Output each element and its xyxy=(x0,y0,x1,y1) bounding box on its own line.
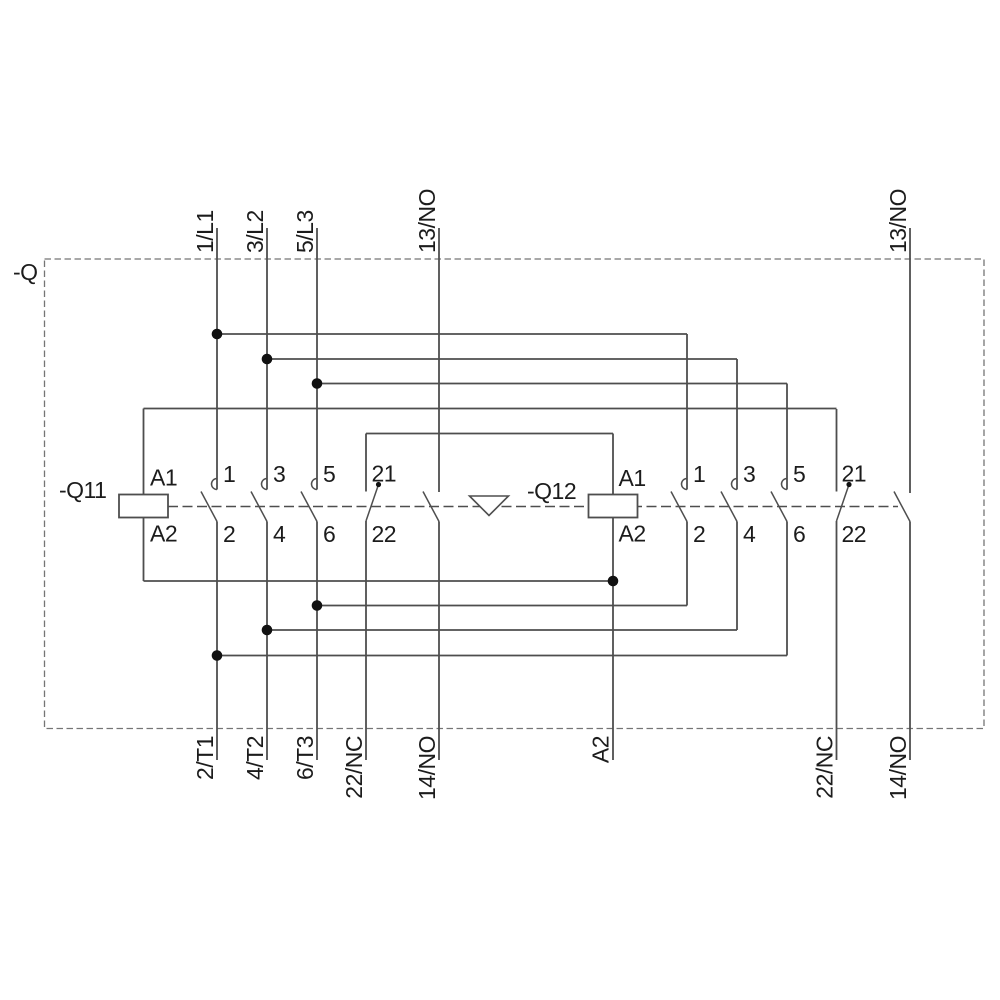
contact-number: 22 xyxy=(372,521,397,547)
contact-arc-icon xyxy=(260,477,268,491)
vertical-wires xyxy=(142,228,911,760)
bottom-terminal-labels: 2/T1 4/T2 6/T3 22/NC 14/NO A2 22/NC 14/N… xyxy=(192,736,911,800)
contact-number: 2 xyxy=(223,521,235,547)
q12-coil-symbol xyxy=(587,493,639,519)
contact-blades xyxy=(200,481,911,522)
q11-labels: -Q11 A1 A2 1 2 3 4 5 6 21 22 xyxy=(59,461,397,548)
junction-dot xyxy=(311,600,323,611)
contact-number: 6 xyxy=(793,521,805,547)
contact-number: 2 xyxy=(693,521,705,547)
no-contact-blade xyxy=(720,491,738,522)
contact-arc-icon xyxy=(730,477,738,491)
nc-contact-point xyxy=(846,481,852,488)
q12-labels: -Q12 A1 A2 1 2 3 4 5 6 21 22 xyxy=(527,461,867,548)
contact-number: 1 xyxy=(693,461,705,487)
junction-dot xyxy=(211,650,223,661)
contact-number: 21 xyxy=(842,461,867,487)
mechanical-interlock-icon xyxy=(467,495,511,517)
contact-arc-icon xyxy=(780,477,788,491)
terminal-label: 3/L2 xyxy=(242,210,268,253)
no-contact-blade xyxy=(200,491,218,522)
contact-number: 3 xyxy=(273,461,285,487)
q11-coil-a1-label: A1 xyxy=(150,465,177,491)
terminal-label: 22/NC xyxy=(812,736,838,799)
assembly-boundary-box xyxy=(43,258,985,730)
junction-dot xyxy=(211,328,223,340)
main-contact-arcs xyxy=(210,477,788,491)
no-contact-blade xyxy=(422,491,440,522)
q11-designation-label: -Q11 xyxy=(59,477,106,503)
terminal-label: 22/NC xyxy=(341,736,367,799)
terminal-label: 13/NO xyxy=(885,189,911,253)
junction-dot xyxy=(261,624,273,636)
terminal-label: 4/T2 xyxy=(242,736,268,780)
crossover-wires xyxy=(143,333,837,657)
terminal-label: 14/NO xyxy=(414,736,440,800)
contact-arc-icon xyxy=(680,477,688,491)
no-contact-blade xyxy=(300,491,318,522)
terminal-label: 14/NO xyxy=(885,736,911,800)
nc-contact-blade xyxy=(835,484,850,522)
terminal-label: 5/L3 xyxy=(292,210,318,253)
contact-number: 1 xyxy=(223,461,235,487)
assembly-designation-label: -Q xyxy=(13,259,38,285)
junction-dot xyxy=(261,353,273,365)
contact-number: 4 xyxy=(743,521,756,547)
q11-coil-a2-label: A2 xyxy=(150,521,177,547)
nc-contact-point xyxy=(375,481,382,488)
no-contact-blade xyxy=(770,491,788,522)
contact-number: 5 xyxy=(323,461,335,487)
contact-number: 4 xyxy=(273,521,286,547)
contact-number: 3 xyxy=(743,461,755,487)
contact-number: 22 xyxy=(842,521,867,547)
junction-dot xyxy=(311,378,323,389)
no-contact-blade xyxy=(893,491,911,522)
junction-dots xyxy=(211,328,619,661)
no-contact-blade xyxy=(670,491,688,522)
contact-number: 6 xyxy=(323,521,335,547)
terminal-label: 2/T1 xyxy=(192,736,218,780)
contact-number: 21 xyxy=(372,461,397,487)
nc-contact-blade xyxy=(365,484,380,522)
terminal-label: 13/NO xyxy=(414,189,440,253)
q12-coil-a2-label: A2 xyxy=(619,521,646,547)
top-terminal-labels: 1/L1 3/L2 5/L3 13/NO 13/NO xyxy=(192,189,911,253)
terminal-label: 6/T3 xyxy=(292,736,318,780)
q11-coil-symbol xyxy=(118,493,169,519)
no-contact-blade xyxy=(250,491,268,522)
contact-arc-icon xyxy=(210,477,218,491)
terminal-label: A2 xyxy=(588,736,614,763)
terminal-label: 1/L1 xyxy=(192,210,218,253)
junction-dot xyxy=(607,575,619,587)
q12-designation-label: -Q12 xyxy=(527,478,576,504)
q12-coil-a1-label: A1 xyxy=(619,465,646,491)
contact-arc-icon xyxy=(310,477,318,491)
contact-number: 5 xyxy=(793,461,805,487)
